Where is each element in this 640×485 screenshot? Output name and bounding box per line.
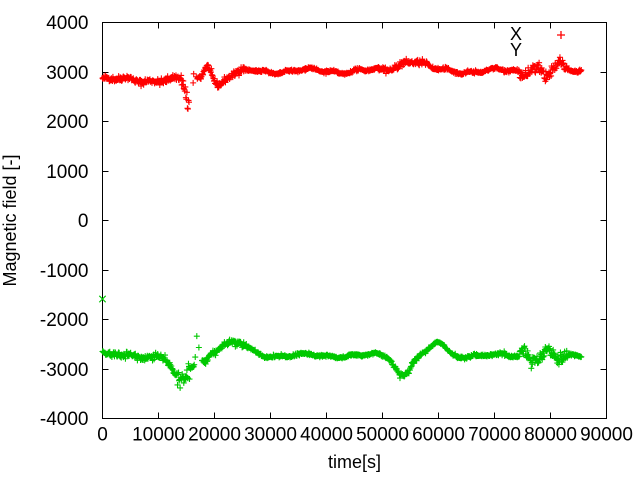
svg-text:Magnetic field [-]: Magnetic field [-] [0,154,20,286]
svg-text:40000: 40000 [300,425,353,446]
svg-text:-3000: -3000 [40,360,89,381]
svg-text:1000: 1000 [46,162,88,183]
svg-text:time[s]: time[s] [328,452,381,472]
svg-text:-1000: -1000 [40,261,89,282]
svg-text:50000: 50000 [356,425,409,446]
svg-text:30000: 30000 [244,425,297,446]
svg-text:-2000: -2000 [40,310,89,331]
svg-text:80000: 80000 [524,425,577,446]
svg-text:Y: Y [510,40,522,60]
svg-text:2000: 2000 [46,112,88,133]
svg-text:0: 0 [78,211,89,232]
svg-text:10000: 10000 [132,425,185,446]
svg-text:0: 0 [97,425,108,446]
svg-text:60000: 60000 [412,425,465,446]
svg-text:90000: 90000 [580,425,633,446]
svg-text:4000: 4000 [46,13,88,34]
svg-text:-4000: -4000 [40,409,89,430]
svg-text:3000: 3000 [46,63,88,84]
svg-text:70000: 70000 [468,425,521,446]
svg-text:20000: 20000 [188,425,241,446]
